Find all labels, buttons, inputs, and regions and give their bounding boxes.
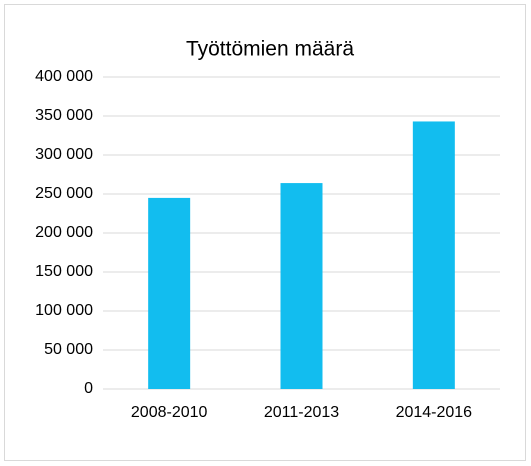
x-tick-label: 2008-2010 (131, 404, 208, 421)
y-tick-label: 400 000 (35, 68, 93, 85)
bar (148, 197, 191, 389)
y-tick-label: 200 000 (35, 224, 93, 241)
bar (280, 183, 323, 389)
bar (412, 121, 455, 390)
y-tick-label: 300 000 (35, 146, 93, 163)
y-tick-label: 100 000 (35, 302, 93, 319)
chart-title: Työttömien määrä (186, 38, 354, 61)
y-tick-label: 150 000 (35, 263, 93, 280)
y-tick-label: 0 (84, 380, 93, 397)
y-tick-label: 250 000 (35, 185, 93, 202)
x-tick-label: 2011-2013 (264, 404, 339, 421)
y-tick-label: 50 000 (44, 341, 93, 358)
x-tick-label: 2014-2016 (396, 404, 473, 421)
y-tick-label: 350 000 (35, 107, 93, 124)
